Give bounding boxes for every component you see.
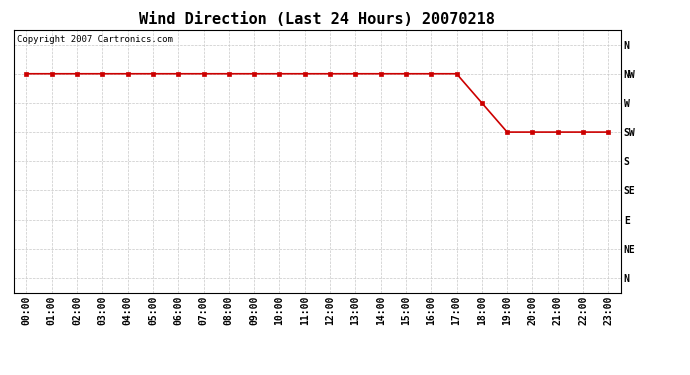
- Title: Wind Direction (Last 24 Hours) 20070218: Wind Direction (Last 24 Hours) 20070218: [139, 12, 495, 27]
- Text: Copyright 2007 Cartronics.com: Copyright 2007 Cartronics.com: [17, 35, 172, 44]
